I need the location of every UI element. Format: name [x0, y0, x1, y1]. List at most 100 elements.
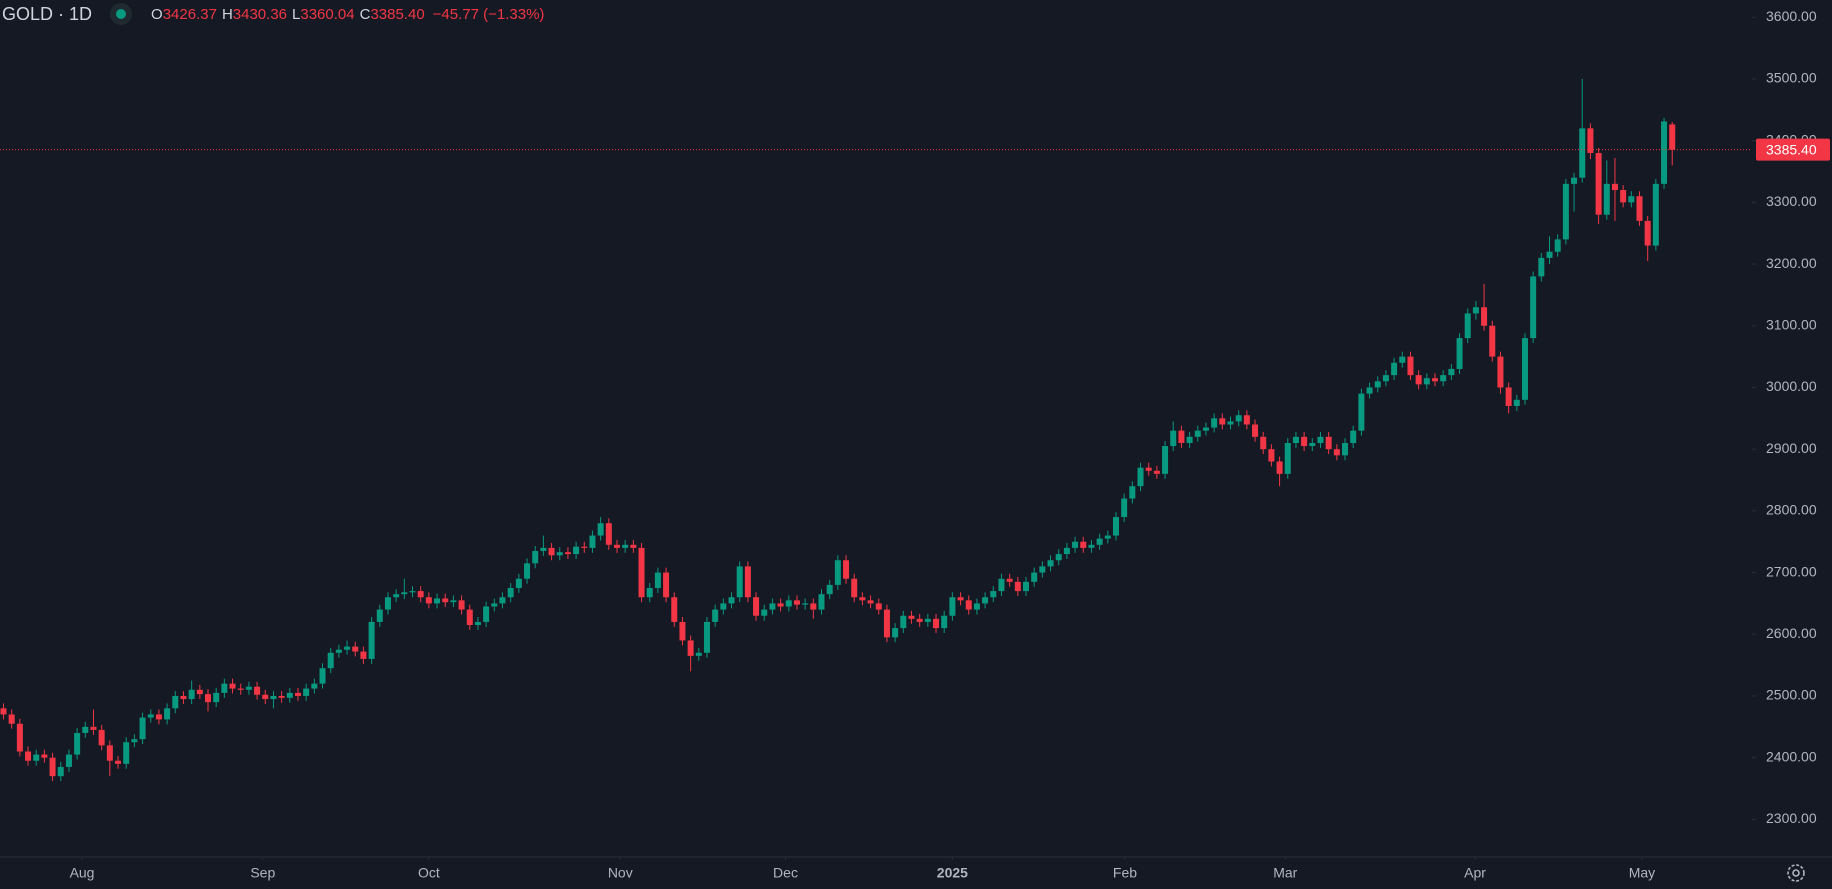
y-tick-label: 2800.00	[1766, 502, 1817, 518]
candle-body	[900, 615, 907, 629]
candle-body	[1391, 362, 1398, 376]
candle-body	[1652, 183, 1659, 246]
candle-body	[344, 646, 351, 650]
candle-body	[499, 597, 506, 604]
candle-body	[319, 668, 326, 684]
candle-body	[1129, 486, 1136, 499]
candle-body	[1039, 566, 1046, 573]
candle-body	[646, 587, 653, 598]
candle-body	[213, 692, 220, 703]
candle-body	[1350, 430, 1357, 443]
candle-body	[1006, 578, 1013, 582]
ohlc-label: C	[359, 5, 371, 23]
status-dot	[110, 3, 133, 25]
candle-body	[1554, 239, 1561, 252]
candle-body	[434, 598, 441, 604]
candle-body	[581, 546, 588, 548]
settings-button[interactable]	[1787, 864, 1805, 882]
candle-body	[736, 566, 743, 598]
y-tick-label: 3000.00	[1766, 378, 1817, 394]
candle-body	[1292, 436, 1299, 443]
y-tick-label: 2900.00	[1766, 440, 1817, 456]
candle-body	[524, 563, 531, 579]
candle-body	[1031, 572, 1038, 582]
candle-body	[965, 600, 972, 610]
candle-body	[589, 535, 596, 548]
candle-body	[65, 754, 72, 767]
candle-body	[1112, 517, 1119, 536]
ohlc-value: 3385.40	[370, 5, 425, 23]
gear-center[interactable]	[1792, 869, 1800, 877]
candle-body	[131, 739, 138, 743]
candle-body	[712, 609, 719, 622]
candle-body	[1301, 436, 1308, 447]
candle-body	[417, 591, 424, 598]
candle-body	[1644, 220, 1651, 246]
candle-body	[335, 649, 342, 653]
candle-body	[221, 683, 228, 693]
candle-body	[843, 560, 850, 579]
candle-body	[793, 600, 800, 605]
candle-body	[1080, 541, 1087, 548]
candle-body	[1489, 325, 1496, 357]
candle-body	[859, 597, 866, 601]
candle-body	[883, 609, 890, 638]
ohlc-label: H	[221, 5, 233, 23]
change: −45.77 (−1.33%)	[432, 5, 545, 23]
candle-body	[1284, 442, 1291, 474]
y-tick-label: 3100.00	[1766, 316, 1817, 332]
x-tick-label: Mar	[1273, 865, 1297, 881]
candle-body	[409, 591, 416, 593]
candle-body	[695, 652, 702, 656]
candle-body	[1235, 415, 1242, 422]
symbol[interactable]: GOLD · 1D	[2, 3, 93, 24]
candle-body	[540, 547, 547, 551]
candle-body	[1063, 547, 1070, 555]
candle-body	[196, 689, 203, 695]
candle-body	[605, 523, 612, 545]
candle-body	[1521, 338, 1528, 400]
candle-body	[1260, 436, 1267, 450]
candle-body	[1219, 418, 1226, 425]
candle-body	[1448, 368, 1455, 376]
candle-body	[753, 597, 760, 616]
candle-body	[164, 708, 171, 720]
y-tick-label: 3200.00	[1766, 255, 1817, 271]
candle-body	[1268, 449, 1275, 462]
candle-body	[1358, 393, 1365, 431]
candle-body	[957, 597, 964, 601]
candle-body	[654, 572, 661, 588]
candle-body	[483, 606, 490, 622]
candle-body	[687, 640, 694, 656]
candle-body	[1628, 196, 1635, 203]
candle-body	[278, 695, 285, 698]
candle-body	[74, 732, 81, 755]
candle-body	[360, 651, 367, 659]
candle-body	[933, 618, 940, 629]
candle-body	[1661, 121, 1668, 184]
candle-body	[1440, 375, 1447, 382]
candle-body	[41, 754, 48, 758]
x-tick-label: Oct	[418, 865, 440, 881]
candle-body	[916, 618, 923, 622]
x-tick-label: May	[1629, 865, 1655, 881]
candle-body	[998, 578, 1005, 592]
candle-body	[1072, 541, 1079, 548]
candle-body	[1309, 442, 1316, 447]
candle-body	[982, 597, 989, 604]
candle-body	[1611, 183, 1618, 191]
candle-body	[1505, 387, 1512, 406]
candle-body	[1276, 461, 1283, 474]
candle-body	[425, 597, 432, 604]
candle-body	[1374, 381, 1381, 388]
candle-body	[1620, 190, 1627, 203]
candle-body	[1227, 421, 1234, 425]
candle-body	[818, 594, 825, 610]
candle-body	[810, 603, 817, 610]
ohlc-value: 3360.04	[300, 5, 355, 23]
gear-outline[interactable]	[1787, 864, 1805, 882]
candle-body	[98, 729, 105, 746]
candle-body	[25, 751, 32, 761]
candle-body	[294, 692, 301, 696]
